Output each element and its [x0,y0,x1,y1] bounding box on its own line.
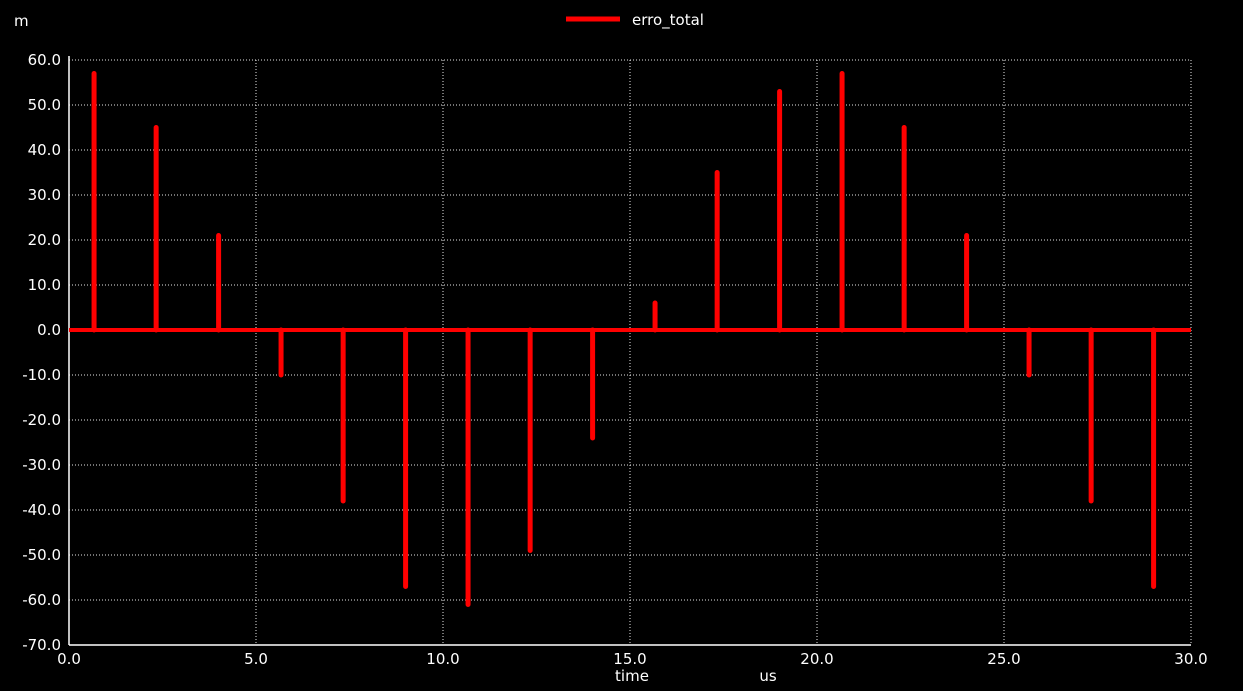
y-tick-label: -30.0 [22,456,61,474]
x-tick-label: 25.0 [987,650,1020,668]
y-tick-label: 0.0 [37,321,61,339]
y-tick-label: 30.0 [28,186,61,204]
x-tick-label: 30.0 [1174,650,1207,668]
legend-label: erro_total [632,11,704,30]
series-layer [69,71,1191,607]
y-tick-label: -20.0 [22,411,61,429]
x-tick-label: 5.0 [244,650,268,668]
y-tick-label: 60.0 [28,51,61,69]
y-tick-label: 20.0 [28,231,61,249]
y-unit-label: m [14,12,29,30]
tick-labels: 0.0 5.0 10.0 15.0 20.0 25.0 30.0 60.0 50.0 40.0 30… [22,51,1208,668]
y-tick-label: 50.0 [28,96,61,114]
y-tick-label: -50.0 [22,546,61,564]
y-tick-label: 40.0 [28,141,61,159]
y-tick-label: -60.0 [22,591,61,609]
x-unit-label: us [759,667,777,685]
y-tick-label: -10.0 [22,366,61,384]
x-tick-label: 0.0 [57,650,81,668]
y-tick-label: -70.0 [22,636,61,654]
y-tick-label: 10.0 [28,276,61,294]
axes [68,56,1191,646]
y-tick-label: -40.0 [22,501,61,519]
x-tick-label: 10.0 [426,650,459,668]
legend: erro_total [566,11,704,30]
x-tick-label: 15.0 [613,650,646,668]
x-tick-label: 20.0 [800,650,833,668]
x-axis-label: time [615,667,649,685]
